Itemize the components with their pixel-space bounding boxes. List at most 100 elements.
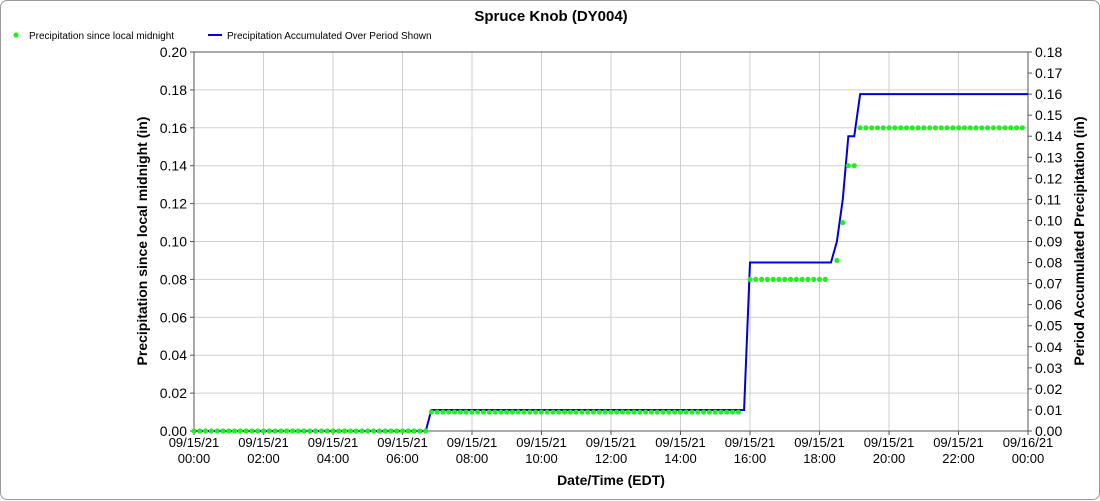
precip-point <box>463 409 469 415</box>
x-tick-time: 02:00 <box>247 451 280 466</box>
x-tick-time: 22:00 <box>942 451 975 466</box>
precip-point <box>596 409 602 415</box>
x-tick-time: 14:00 <box>664 451 697 466</box>
right-tick-label: 0.16 <box>1035 86 1062 102</box>
precip-point <box>898 125 904 131</box>
precip-point <box>399 428 406 434</box>
precip-point <box>602 409 608 415</box>
precip-point <box>561 409 568 415</box>
precip-point <box>689 409 695 415</box>
precip-point <box>214 428 220 434</box>
precip-point <box>266 428 272 434</box>
precip-point <box>956 125 962 131</box>
precip-point <box>382 428 388 434</box>
precip-point <box>515 409 521 415</box>
precip-point <box>573 409 579 415</box>
precip-point <box>336 428 342 434</box>
precip-point <box>469 409 475 415</box>
right-tick-label: 0.06 <box>1035 297 1062 313</box>
precip-point <box>405 428 411 434</box>
precip-point <box>284 428 290 434</box>
x-tick-time: 10:00 <box>525 451 558 466</box>
precip-point <box>388 428 394 434</box>
precip-point <box>700 409 707 415</box>
precip-point <box>735 409 741 415</box>
precip-point <box>347 428 353 434</box>
precip-point <box>753 276 759 282</box>
precip-point <box>330 428 336 434</box>
precip-point <box>840 219 846 226</box>
precip-point <box>816 276 823 282</box>
precip-point <box>237 428 243 434</box>
precip-point <box>932 125 939 131</box>
precip-point <box>631 409 637 415</box>
precip-point <box>608 409 614 415</box>
precip-point <box>365 428 371 434</box>
x-tick-date: 09/15/21 <box>655 435 706 450</box>
precip-point <box>874 125 881 131</box>
right-tick-label: 0.09 <box>1035 234 1062 250</box>
left-tick-label: 0.06 <box>160 309 187 325</box>
precip-point <box>857 125 863 131</box>
precip-point <box>202 428 209 434</box>
x-tick-date: 09/15/21 <box>377 435 428 450</box>
precip-point <box>243 428 249 434</box>
precip-point <box>834 257 840 264</box>
precip-point <box>718 409 724 415</box>
x-tick-time: 20:00 <box>873 451 906 466</box>
right-tick-label: 0.11 <box>1035 191 1061 207</box>
precip-point <box>370 428 377 434</box>
x-axis-label: Date/Time (EDT) <box>557 472 665 488</box>
precip-point <box>851 163 857 169</box>
precip-point <box>1013 125 1020 131</box>
precip-point <box>944 125 950 131</box>
precip-point <box>799 276 805 282</box>
x-tick-time: 12:00 <box>595 451 628 466</box>
precip-point <box>637 409 643 415</box>
precip-point <box>376 428 382 434</box>
left-tick-label: 0.18 <box>160 82 187 98</box>
precip-point <box>863 125 869 131</box>
x-tick-date: 09/16/21 <box>1003 435 1054 450</box>
precip-point <box>521 409 527 415</box>
precip-point <box>996 125 1002 131</box>
x-tick-date: 09/15/21 <box>864 435 915 450</box>
precip-point <box>550 409 556 415</box>
precip-point <box>324 428 330 434</box>
precip-point <box>538 409 544 415</box>
legend-label-accumulated: Precipitation Accumulated Over Period Sh… <box>227 31 432 42</box>
x-tick-date: 09/15/21 <box>238 435 289 450</box>
precip-point <box>927 125 933 131</box>
precip-point <box>695 409 701 415</box>
precip-point <box>585 409 591 415</box>
precip-point <box>973 125 979 131</box>
right-tick-label: 0.07 <box>1035 276 1062 292</box>
precip-point <box>226 428 232 434</box>
x-tick-time: 18:00 <box>803 451 836 466</box>
precip-point <box>660 409 666 415</box>
x-tick-date: 09/15/21 <box>933 435 984 450</box>
left-tick-label: 0.02 <box>160 385 187 401</box>
right-tick-label: 0.18 <box>1035 44 1062 60</box>
x-tick-time: 08:00 <box>456 451 489 466</box>
x-tick-date: 09/15/21 <box>794 435 845 450</box>
precip-point <box>423 428 429 434</box>
precip-point <box>724 409 730 415</box>
right-tick-label: 0.17 <box>1035 65 1062 81</box>
series-precip-since-midnight <box>191 125 1025 434</box>
precip-point <box>706 409 712 415</box>
x-tick-time: 16:00 <box>734 451 767 466</box>
precip-point <box>220 428 226 434</box>
precip-point <box>782 276 788 282</box>
precip-point <box>272 428 278 434</box>
precip-point <box>197 428 203 434</box>
precip-point <box>527 409 533 415</box>
precip-point <box>979 125 985 131</box>
x-axis: 09/15/2100:0009/15/2102:0009/15/2104:000… <box>169 431 1054 466</box>
precip-point <box>776 276 782 282</box>
legend: Precipitation since local midnight Preci… <box>13 31 432 42</box>
x-tick-date: 09/15/21 <box>725 435 776 450</box>
right-axis: 0.00 0.01 0.02 0.03 0.04 0.05 0.06 0.07 0.08 0.09… <box>1028 44 1062 439</box>
y-axis-label-left: Precipitation since local midnight (in) <box>134 117 150 366</box>
